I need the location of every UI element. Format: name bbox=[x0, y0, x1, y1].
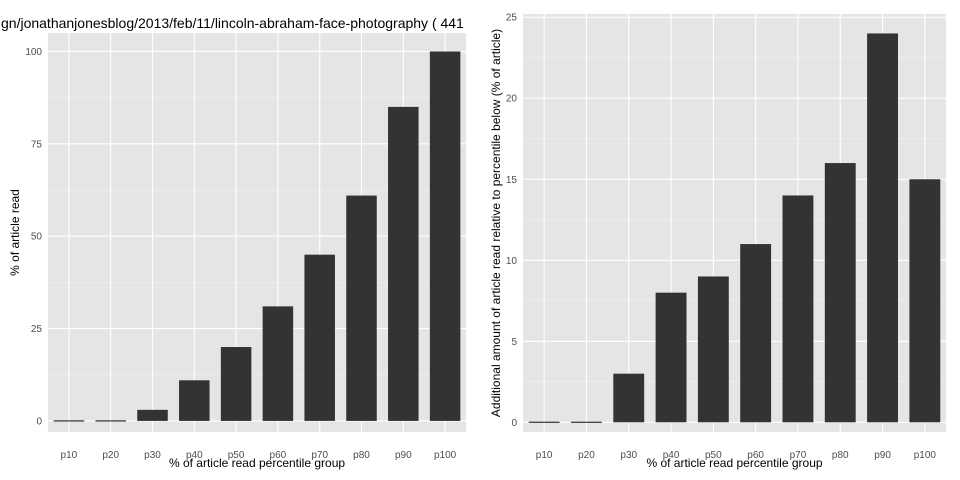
chart-left-svg: 0 25 50 75 100 p10 p20 p30 p40 p50 p60 p70 p80 p90 p10… bbox=[1, 15, 466, 470]
y-axis-label: % of article read bbox=[8, 189, 22, 276]
y-tick-label: 0 bbox=[36, 416, 42, 427]
x-tick-label: p100 bbox=[914, 450, 937, 461]
x-tick-label: p80 bbox=[832, 450, 849, 461]
bar-p50 bbox=[220, 347, 252, 421]
bar-p100 bbox=[429, 51, 461, 421]
y-tick-label: 75 bbox=[31, 139, 43, 150]
x-tick-label: p90 bbox=[874, 450, 891, 461]
y-axis-label: Additional amount of article read relati… bbox=[489, 29, 503, 417]
bar-p30 bbox=[613, 373, 645, 423]
x-axis-label: % of article read percentile group bbox=[169, 456, 345, 470]
bar-p10 bbox=[528, 421, 560, 423]
bar-p50 bbox=[697, 276, 729, 423]
chart-title: gn/jonathanjonesblog/2013/feb/11/lincoln… bbox=[1, 15, 464, 31]
x-tick-label: p20 bbox=[102, 450, 119, 461]
bar-p90 bbox=[388, 106, 419, 421]
x-tick-label: p40 bbox=[186, 450, 203, 461]
bar-p40 bbox=[655, 292, 687, 423]
x-tick-label: p80 bbox=[353, 450, 370, 461]
bar-p30 bbox=[137, 409, 168, 421]
x-tick-label: p30 bbox=[620, 450, 637, 461]
chart-left: 0 25 50 75 100 p10 p20 p30 p40 p50 p60 p70 p80 p90 p10… bbox=[1, 15, 466, 470]
y-tick-label: 15 bbox=[506, 175, 518, 186]
bar-p80 bbox=[824, 163, 856, 423]
x-tick-label: p40 bbox=[663, 450, 680, 461]
x-tick-label: p30 bbox=[144, 450, 161, 461]
y-tick-label: 0 bbox=[511, 418, 517, 429]
bar-p90 bbox=[867, 33, 898, 423]
x-tick-label: p50 bbox=[228, 450, 245, 461]
bar-p60 bbox=[740, 244, 772, 423]
y-tick-label: 20 bbox=[506, 94, 518, 105]
x-tick-label: p90 bbox=[395, 450, 412, 461]
y-tick-label: 5 bbox=[511, 337, 517, 348]
x-tick-label: p50 bbox=[705, 450, 722, 461]
x-tick-label: p70 bbox=[311, 450, 328, 461]
x-tick-label: p20 bbox=[578, 450, 595, 461]
bar-p70 bbox=[782, 195, 814, 423]
x-axis-label: % of article read percentile group bbox=[646, 456, 822, 470]
bar-p60 bbox=[262, 306, 294, 421]
bar-p10 bbox=[53, 420, 85, 422]
chart-right-svg: 0 5 10 15 20 25 p10 p20 p30 p40 p50 p60 p70 p80 p90 p10… bbox=[489, 13, 946, 470]
bar-p70 bbox=[304, 254, 335, 421]
x-tick-label: p10 bbox=[536, 450, 553, 461]
x-tick-label: p10 bbox=[61, 450, 78, 461]
y-tick-label: 100 bbox=[25, 47, 42, 58]
x-tick-label: p60 bbox=[270, 450, 287, 461]
y-tick-label: 25 bbox=[31, 324, 43, 335]
chart-right: 0 5 10 15 20 25 p10 p20 p30 p40 p50 p60 p70 p80 p90 p10… bbox=[480, 0, 960, 480]
x-tick-label: p70 bbox=[790, 450, 807, 461]
x-tick-label: p60 bbox=[747, 450, 764, 461]
y-tick-label: 25 bbox=[506, 13, 518, 24]
bar-p40 bbox=[179, 380, 210, 421]
y-tick-label: 50 bbox=[31, 232, 43, 243]
bar-p80 bbox=[346, 195, 377, 421]
bar-p20 bbox=[571, 421, 602, 423]
bar-p100 bbox=[909, 179, 941, 423]
bar-p20 bbox=[95, 420, 126, 422]
x-tick-label: p100 bbox=[434, 450, 457, 461]
y-tick-label: 10 bbox=[506, 256, 518, 267]
